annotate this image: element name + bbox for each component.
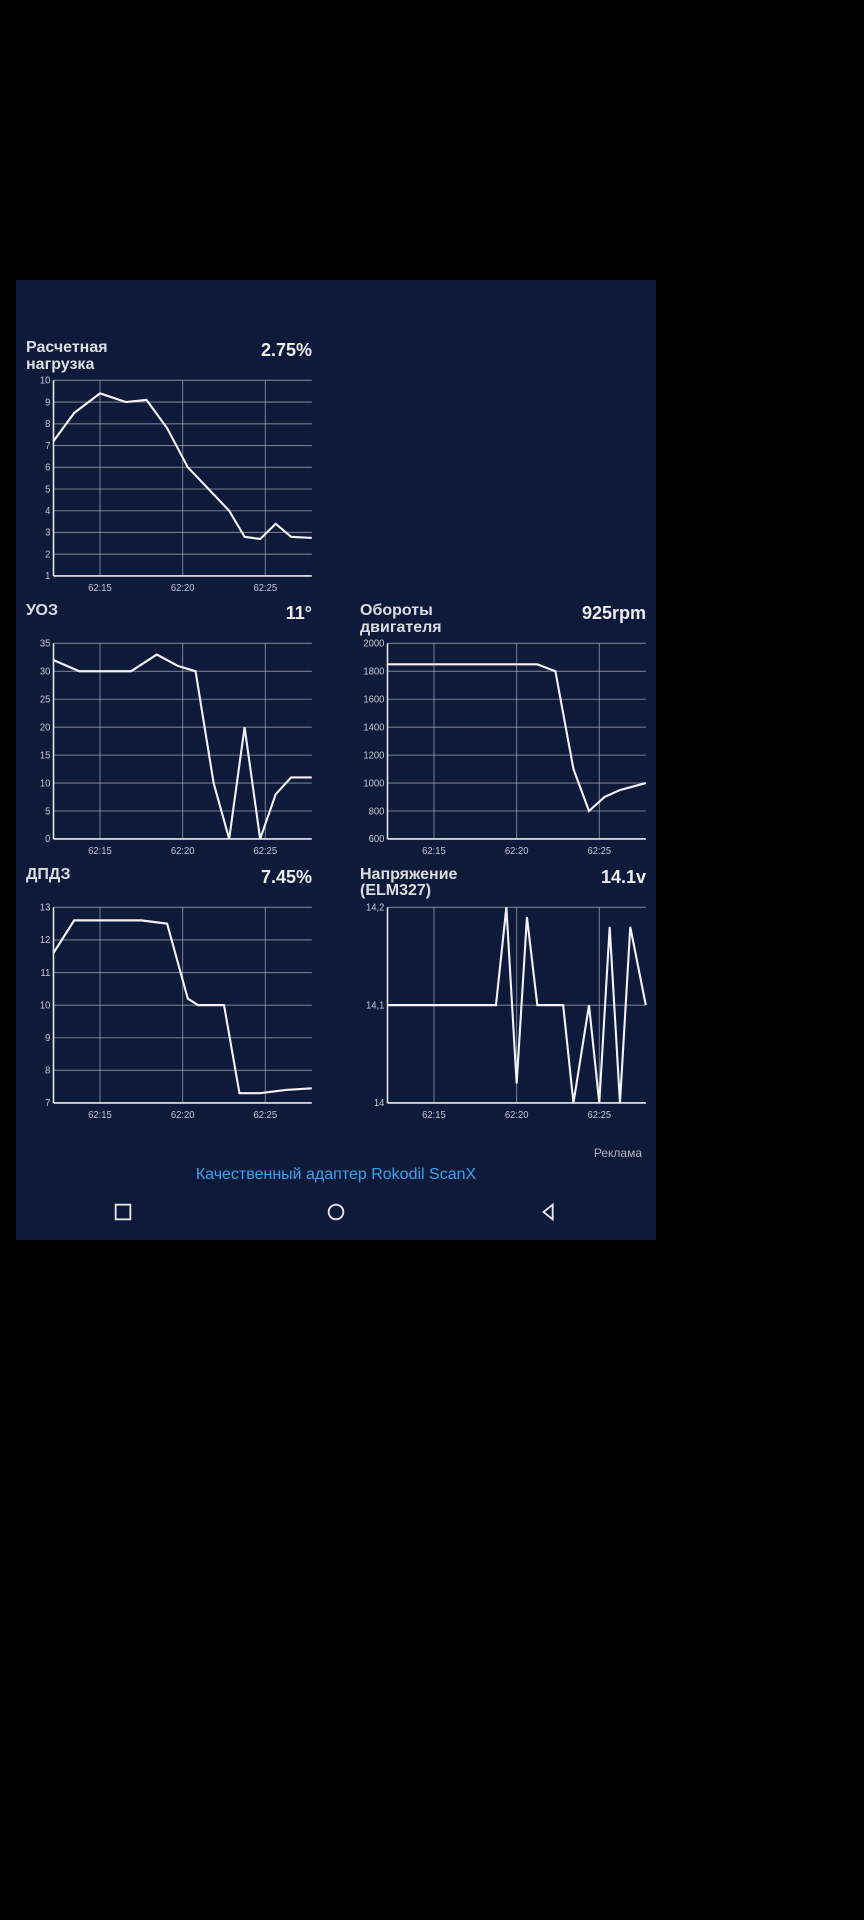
svg-text:62:15: 62:15 (422, 846, 446, 856)
svg-text:62:15: 62:15 (422, 1110, 446, 1120)
svg-text:62:15: 62:15 (88, 1110, 112, 1120)
svg-text:7: 7 (45, 441, 50, 452)
svg-text:11: 11 (41, 967, 51, 978)
svg-text:8: 8 (45, 419, 50, 430)
svg-text:62:20: 62:20 (171, 1110, 195, 1120)
svg-text:1000: 1000 (363, 779, 384, 790)
chart-title: УОЗ (26, 603, 58, 620)
chart-title: Напряжение (ELM327) (360, 867, 457, 901)
svg-text:62:25: 62:25 (253, 1110, 277, 1120)
svg-text:9: 9 (45, 1033, 50, 1044)
chart-plot-rpm[interactable]: 600 800 1000 1200 1400 1600 1800 2000 62:15 62:20… (356, 639, 650, 856)
chart-cell-load: Расчетная нагрузка 2.75% 1 2 3 4 5 6 7 8 9 10 62:15 6… (22, 340, 316, 593)
svg-text:62:25: 62:25 (587, 1110, 611, 1120)
chart-title: ДПДЗ (26, 867, 71, 884)
svg-text:62:20: 62:20 (505, 1110, 529, 1120)
svg-text:25: 25 (40, 695, 51, 706)
chart-header-volt: Напряжение (ELM327) 14.1v (356, 867, 650, 905)
svg-text:62:25: 62:25 (587, 846, 611, 856)
chart-value: 14.1v (601, 867, 646, 888)
svg-text:1200: 1200 (363, 751, 384, 762)
chart-header-dpdz: ДПДЗ 7.45% (22, 867, 316, 905)
svg-text:0: 0 (45, 834, 50, 845)
svg-text:1400: 1400 (363, 723, 384, 734)
android-navbar (16, 1192, 656, 1232)
svg-text:12: 12 (40, 935, 51, 946)
svg-text:800: 800 (369, 806, 385, 817)
svg-text:9: 9 (45, 397, 50, 408)
svg-text:4: 4 (45, 506, 51, 517)
svg-text:1: 1 (45, 571, 50, 582)
ad-link[interactable]: Качественный адаптер Rokodil ScanX (16, 1166, 656, 1184)
chart-plot-load[interactable]: 1 2 3 4 5 6 7 8 9 10 62:15 62:20 62:25 (22, 376, 316, 593)
svg-text:14: 14 (374, 1098, 385, 1109)
svg-text:15: 15 (40, 751, 51, 762)
svg-text:10: 10 (40, 779, 51, 790)
chart-value: 11° (286, 603, 312, 624)
chart-header-uoz: УОЗ 11° (22, 603, 316, 641)
svg-text:14,2: 14,2 (366, 903, 384, 914)
recent-apps-button[interactable] (109, 1198, 137, 1226)
home-button[interactable] (322, 1198, 350, 1226)
svg-text:20: 20 (40, 723, 51, 734)
svg-text:62:25: 62:25 (253, 583, 277, 593)
chart-header-rpm: Обороты двигателя 925rpm (356, 603, 650, 641)
svg-text:600: 600 (369, 834, 385, 845)
chart-cell-uoz: УОЗ 11° 0 5 10 15 20 25 30 35 62:15 62:20 62:25 (22, 603, 316, 856)
svg-text:1800: 1800 (363, 667, 384, 678)
svg-text:2: 2 (45, 549, 50, 560)
svg-text:30: 30 (40, 667, 51, 678)
svg-text:62:20: 62:20 (171, 583, 195, 593)
svg-text:13: 13 (40, 903, 51, 914)
chart-cell-volt: Напряжение (ELM327) 14.1v 14 14,1 14,2 62:15 6… (356, 867, 650, 1120)
svg-text:7: 7 (45, 1098, 50, 1109)
back-button[interactable] (535, 1198, 563, 1226)
svg-text:35: 35 (40, 639, 51, 650)
svg-text:62:15: 62:15 (88, 846, 112, 856)
chart-plot-uoz[interactable]: 0 5 10 15 20 25 30 35 62:15 62:20 62:25 (22, 639, 316, 856)
chart-value: 2.75% (261, 340, 312, 361)
chart-plot-volt[interactable]: 14 14,1 14,2 62:15 62:20 62:25 (356, 903, 650, 1120)
svg-text:10: 10 (40, 1000, 51, 1011)
svg-text:10: 10 (40, 376, 51, 387)
svg-text:6: 6 (45, 462, 50, 473)
chart-cell-rpm: Обороты двигателя 925rpm 600 800 1000 1200 140… (356, 603, 650, 856)
svg-text:62:20: 62:20 (171, 846, 195, 856)
svg-text:8: 8 (45, 1065, 50, 1076)
empty-cell (356, 340, 650, 593)
chart-header-load: Расчетная нагрузка 2.75% (22, 340, 316, 378)
ad-label: Реклама (594, 1146, 642, 1160)
chart-cell-dpdz: ДПДЗ 7.45% 7 8 9 10 11 12 13 62:15 62:20 62:25 (22, 867, 316, 1120)
svg-text:5: 5 (45, 806, 50, 817)
svg-text:62:25: 62:25 (253, 846, 277, 856)
chart-title: Обороты двигателя (360, 603, 442, 637)
chart-grid: Расчетная нагрузка2.75%1234567891062:156… (22, 340, 650, 1120)
svg-text:62:20: 62:20 (505, 846, 529, 856)
chart-value: 925rpm (582, 603, 646, 624)
svg-text:3: 3 (45, 528, 50, 539)
app-screen: Расчетная нагрузка2.75%1234567891062:156… (16, 280, 656, 1240)
chart-plot-dpdz[interactable]: 7 8 9 10 11 12 13 62:15 62:20 62:25 (22, 903, 316, 1120)
svg-text:14,1: 14,1 (366, 1000, 384, 1011)
chart-title: Расчетная нагрузка (26, 340, 108, 374)
svg-text:2000: 2000 (363, 639, 384, 650)
chart-value: 7.45% (261, 867, 312, 888)
svg-text:5: 5 (45, 484, 50, 495)
svg-text:62:15: 62:15 (88, 583, 112, 593)
svg-text:1600: 1600 (363, 695, 384, 706)
